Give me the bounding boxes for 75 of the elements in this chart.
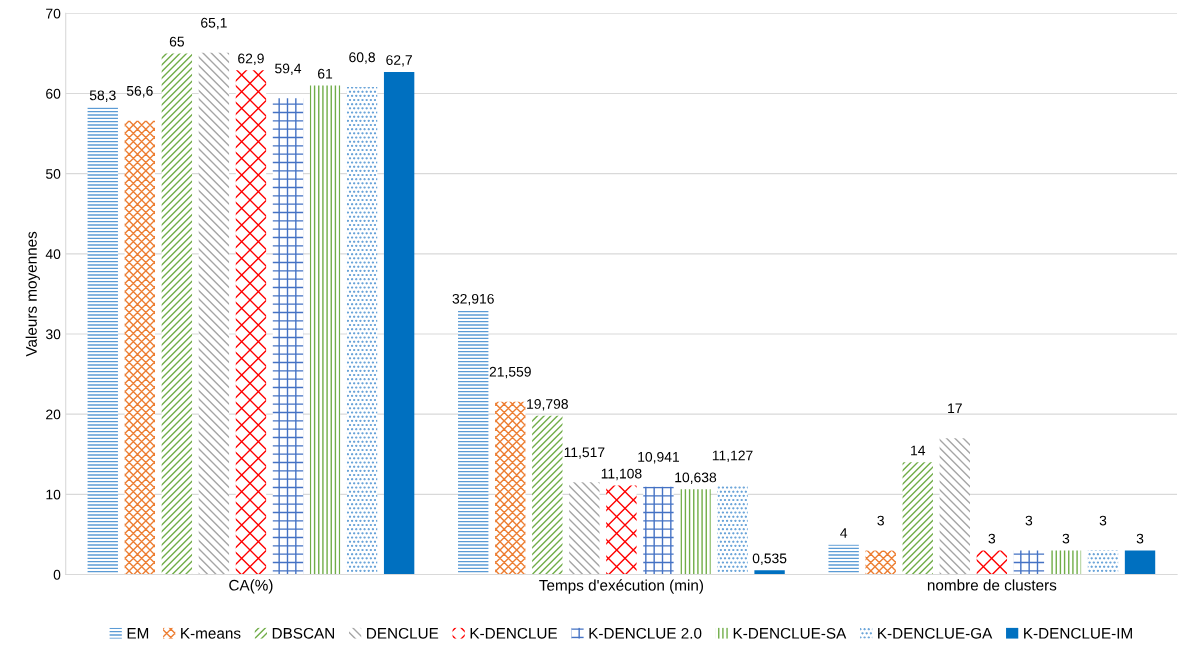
data-label: 3 bbox=[988, 533, 996, 544]
x-tick-label: nombre de clusters bbox=[927, 579, 1057, 591]
data-label: 4 bbox=[840, 528, 848, 538]
data-label: 32,916 bbox=[452, 293, 494, 306]
data-label: 3 bbox=[1099, 515, 1107, 526]
bar bbox=[458, 310, 489, 575]
bar bbox=[1050, 550, 1082, 575]
bar bbox=[198, 52, 230, 575]
bar bbox=[346, 87, 378, 575]
legend-label: K-DENCLUE 2.0 bbox=[589, 627, 702, 639]
data-label: 21,559 bbox=[489, 366, 531, 379]
legend-label: DENCLUE bbox=[367, 627, 439, 639]
data-label: 56,6 bbox=[126, 85, 153, 98]
bar bbox=[309, 85, 341, 575]
bar bbox=[865, 550, 896, 575]
data-label: 10,941 bbox=[638, 451, 680, 464]
bar bbox=[754, 570, 785, 575]
data-label: 65 bbox=[169, 36, 184, 47]
y-tick-label: 70 bbox=[46, 8, 61, 19]
bar bbox=[569, 482, 600, 575]
data-label: 11,127 bbox=[712, 450, 753, 462]
legend-label: K-DENCLUE-IM bbox=[1024, 627, 1132, 639]
data-label: 11,517 bbox=[564, 447, 605, 459]
data-label: 58,3 bbox=[89, 90, 116, 102]
data-label: 62,9 bbox=[238, 53, 264, 65]
bar bbox=[828, 544, 859, 575]
y-tick-label: 40 bbox=[45, 249, 61, 260]
y-tick-label: 60 bbox=[46, 88, 61, 99]
legend-label: DBSCAN bbox=[272, 627, 334, 639]
data-label: 14 bbox=[911, 445, 926, 456]
bar bbox=[383, 71, 415, 575]
bar bbox=[532, 415, 563, 575]
bar bbox=[235, 70, 267, 575]
legend-label: K-DENCLUE bbox=[470, 627, 557, 639]
legend-label: EM bbox=[127, 628, 149, 639]
data-label: 3 bbox=[1025, 515, 1033, 526]
x-tick-label: Temps d'exécution (min) bbox=[539, 579, 703, 594]
bar bbox=[1087, 550, 1119, 575]
data-label: 3 bbox=[1062, 533, 1070, 544]
bar bbox=[680, 489, 711, 575]
data-label: 11,108 bbox=[601, 468, 642, 481]
bar bbox=[87, 107, 118, 575]
bar bbox=[976, 550, 1008, 575]
bar bbox=[161, 53, 193, 575]
data-label: 3 bbox=[877, 515, 884, 526]
data-label: 17 bbox=[948, 403, 962, 414]
y-tick-label: 10 bbox=[46, 489, 61, 500]
bar bbox=[643, 486, 674, 575]
data-label: 61 bbox=[318, 68, 333, 79]
bar bbox=[495, 401, 526, 575]
data-label: 0,535 bbox=[752, 553, 787, 565]
data-label: 60,8 bbox=[349, 52, 375, 64]
legend-label: K-DENCLUE-SA bbox=[733, 627, 847, 639]
legend-label: K-means bbox=[181, 628, 241, 639]
bar bbox=[272, 98, 304, 575]
x-tick-label: CA(%) bbox=[229, 579, 273, 594]
bar bbox=[939, 438, 970, 575]
bar bbox=[902, 462, 933, 575]
bar bbox=[1013, 550, 1045, 575]
bar bbox=[717, 485, 748, 575]
legend-label: K-DENCLUE-GA bbox=[878, 627, 993, 639]
data-label: 3 bbox=[1136, 533, 1144, 544]
y-tick-label: 0 bbox=[53, 569, 61, 580]
data-label: 19,798 bbox=[527, 399, 568, 411]
y-tick-label: 50 bbox=[45, 169, 61, 179]
y-axis-title: Valeurs moyennes bbox=[25, 231, 40, 357]
bar bbox=[606, 485, 637, 575]
data-label: 59,4 bbox=[275, 63, 302, 75]
data-label: 65,1 bbox=[201, 17, 227, 30]
bar bbox=[124, 120, 155, 575]
data-label: 62,7 bbox=[386, 55, 412, 67]
data-label: 10,638 bbox=[675, 472, 717, 484]
y-tick-label: 30 bbox=[45, 329, 61, 340]
y-tick-label: 20 bbox=[46, 409, 61, 420]
bar bbox=[1124, 550, 1156, 575]
